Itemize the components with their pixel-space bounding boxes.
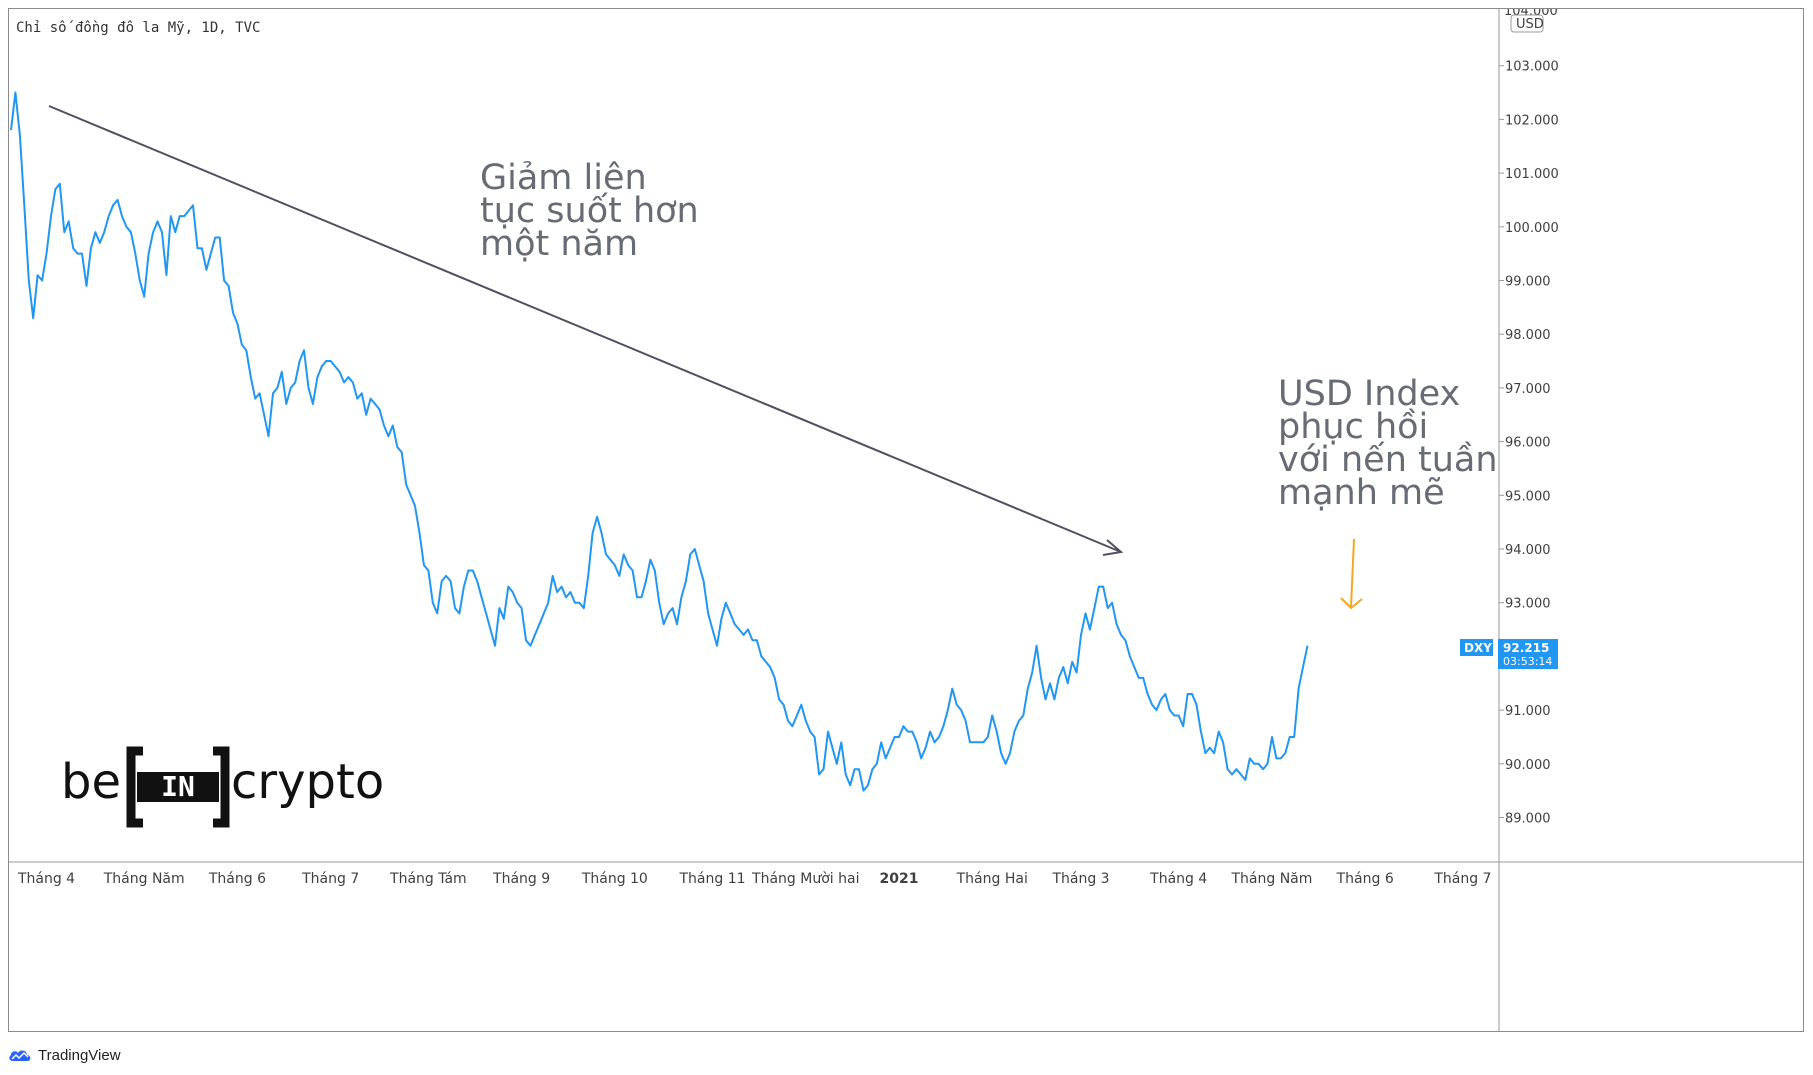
y-tick-label: 90.000 bbox=[1505, 758, 1551, 773]
y-tick-label: 93.000 bbox=[1505, 597, 1551, 612]
logo-text-be: be bbox=[61, 754, 121, 810]
y-tick-label: 95.000 bbox=[1505, 489, 1551, 504]
y-tick-label: 97.000 bbox=[1505, 382, 1551, 397]
y-tick-label: 91.000 bbox=[1505, 704, 1551, 719]
x-tick-label: Tháng Tám bbox=[389, 871, 467, 887]
x-tick-label: Tháng Tám bbox=[1517, 871, 1595, 887]
x-tick-label: Tháng 7 bbox=[301, 871, 359, 887]
footer: TradingView bbox=[8, 1043, 121, 1067]
annotation-recovery: USD Index phục hồi với nến tuần mạnh mẽ bbox=[1278, 374, 1509, 513]
y-tick-label: 103.000 bbox=[1505, 60, 1559, 75]
x-tick-label: Tháng 3 bbox=[1051, 871, 1109, 887]
x-axis: Tháng 4 Tháng Năm Tháng 6 Tháng 7 Tháng Tám T… bbox=[17, 871, 1595, 887]
last-price-tag: DXY 92.215 03:53:14 bbox=[1460, 639, 1558, 669]
symbol-tag: DXY bbox=[1464, 641, 1492, 655]
downtrend-arrow bbox=[48, 105, 1124, 556]
y-tick-label: 98.000 bbox=[1505, 328, 1551, 343]
y-tick-label: 99.000 bbox=[1505, 275, 1551, 290]
y-tick-label: 94.000 bbox=[1505, 543, 1551, 558]
x-tick-label: Tháng Hai bbox=[956, 871, 1028, 887]
chart-title: Chỉ số đồng đô la Mỹ, 1D, TVC bbox=[16, 20, 260, 36]
tradingview-brand[interactable]: TradingView bbox=[38, 1046, 121, 1064]
x-tick-label: 2021 bbox=[880, 871, 919, 887]
chart-frame: Chỉ số đồng đô la Mỹ, 1D, TVC 104.000 US… bbox=[8, 8, 1804, 1032]
y-tick-label: 100.000 bbox=[1505, 221, 1559, 236]
currency-badge-box bbox=[1510, 14, 1544, 33]
price-scale-top-label: 104.000 bbox=[1504, 9, 1558, 19]
recovery-arrow bbox=[1340, 538, 1363, 610]
y-tick-label: 102.000 bbox=[1505, 113, 1559, 128]
x-tick-label: Tháng 4 bbox=[17, 871, 75, 887]
y-axis: 89.00090.00091.00092.00093.00094.00095.0… bbox=[1499, 60, 1559, 827]
annotation-downtrend: Giảm liên tục suốt hơn một năm bbox=[480, 158, 710, 264]
bar-countdown: 03:53:14 bbox=[1503, 655, 1552, 668]
chart-canvas[interactable]: Chỉ số đồng đô la Mỹ, 1D, TVC 104.000 US… bbox=[9, 9, 1803, 1031]
dxy-price-line[interactable] bbox=[10, 91, 1309, 792]
annotation-downtrend-line-1: Giảm liên bbox=[480, 158, 647, 198]
logo-text-crypto: crypto bbox=[231, 754, 384, 810]
y-tick-label: 96.000 bbox=[1505, 436, 1551, 451]
y-tick-label: 89.000 bbox=[1505, 812, 1551, 827]
x-tick-label: Tháng 7 bbox=[1433, 871, 1491, 887]
x-tick-label: Tháng Năm bbox=[1231, 871, 1313, 887]
x-tick-label: Tháng Mười hai bbox=[751, 871, 859, 887]
annotation-downtrend-line-2: tục suốt hơn bbox=[480, 191, 699, 231]
currency-badge: USD bbox=[1516, 17, 1544, 32]
tradingview-cloud-icon bbox=[9, 1050, 31, 1061]
annotation-recovery-line-2: phục hồi bbox=[1278, 407, 1428, 447]
x-tick-label: Tháng 6 bbox=[1336, 871, 1394, 887]
x-tick-label: Tháng 4 bbox=[1149, 871, 1207, 887]
y-tick-label: 101.000 bbox=[1505, 167, 1559, 182]
annotation-downtrend-line-3: một năm bbox=[480, 224, 638, 264]
x-tick-label: Tháng Năm bbox=[103, 871, 185, 887]
logo-text-in: IN bbox=[161, 770, 195, 803]
x-tick-label: Tháng 9 bbox=[492, 871, 550, 887]
x-tick-label: Tháng 11 bbox=[679, 871, 746, 887]
x-tick-label: Tháng 10 bbox=[581, 871, 648, 887]
x-tick-label: Tháng 6 bbox=[208, 871, 266, 887]
annotation-recovery-line-4: mạnh mẽ bbox=[1278, 473, 1445, 513]
last-price-value: 92.215 bbox=[1503, 641, 1549, 655]
beincrypto-logo: be IN crypto bbox=[61, 746, 384, 828]
annotation-recovery-line-3: với nến tuần bbox=[1278, 440, 1498, 480]
